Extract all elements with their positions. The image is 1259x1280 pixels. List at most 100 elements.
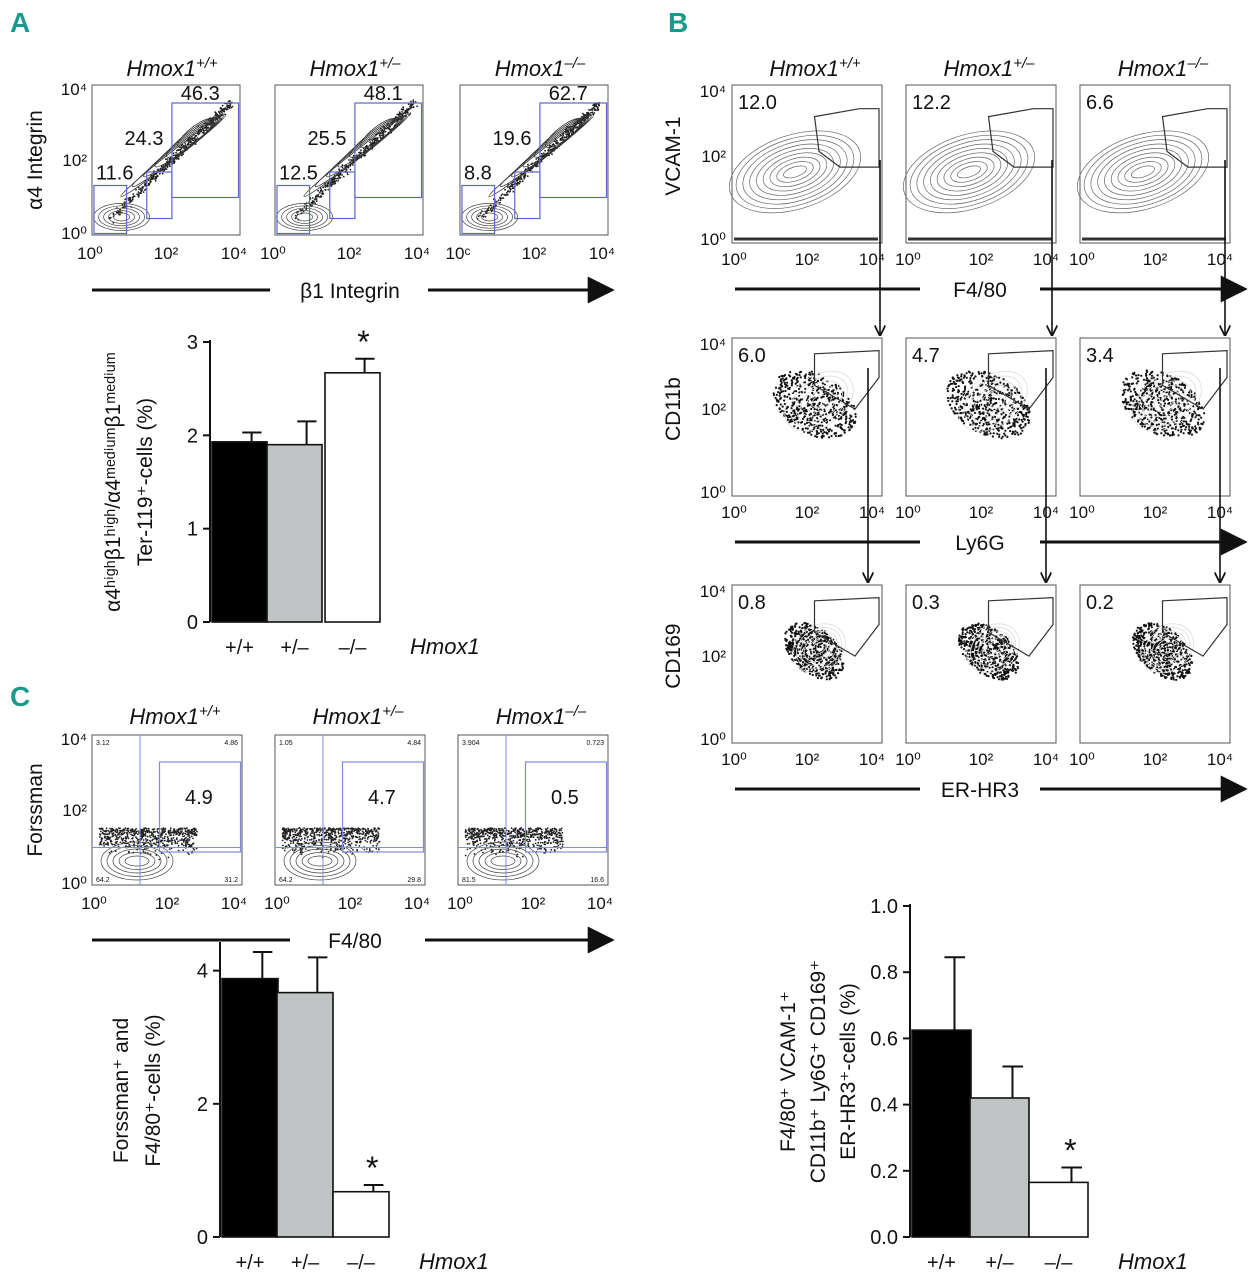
event-dot [808,665,811,669]
event-dot [387,127,390,129]
event-dot [1001,421,1004,424]
event-dot [804,373,808,376]
event-dot [984,433,987,436]
y-tick-label: 10² [62,151,87,170]
event-dot [508,185,511,188]
event-dot [979,412,982,416]
y-tick-label: 10² [701,147,726,166]
event-dot [566,135,568,138]
event-dot [165,844,168,846]
event-dot [819,415,822,418]
event-dot [845,416,848,419]
event-dot [1133,646,1136,649]
event-dot [154,850,157,852]
event-dot [830,671,834,675]
contour-line [769,156,821,187]
event-dot [803,410,806,413]
gate-value: 0.2 [1086,592,1114,614]
event-dot [205,126,208,129]
event-dot [988,658,991,661]
event-dot [832,389,835,392]
event-dot [226,108,229,111]
event-dot [810,370,813,373]
event-dot [835,404,839,407]
event-dot [139,192,142,195]
event-dot [814,435,817,438]
genotype-superscript: +/+ [839,55,861,72]
event-dot [1002,378,1005,381]
event-dot [809,373,812,376]
event-dot [789,628,792,632]
event-dot [1011,669,1014,672]
event-dot [795,397,798,400]
event-dot [980,624,983,627]
event-dot [1162,417,1166,420]
event-dot [396,113,399,116]
event-dot [318,191,321,194]
event-dot [1150,374,1154,377]
event-dot [788,374,791,377]
event-dot [1170,668,1173,671]
event-dot [955,379,958,382]
event-dot [816,417,819,420]
event-dot [131,837,134,840]
event-dot [341,166,344,169]
genotype-superscript: +/+ [196,55,218,72]
contour-line [795,380,843,423]
event-dot [1203,412,1206,415]
event-dot [799,659,802,662]
event-dot [793,425,796,428]
event-dot [962,402,965,405]
contour-line [291,210,318,224]
event-dot [219,107,222,109]
event-dot [1195,431,1198,434]
event-dot [408,107,410,110]
event-dot [995,392,998,395]
event-dot [810,418,813,422]
event-dot [805,623,808,627]
event-dot [226,104,229,107]
contour-line [776,161,814,183]
event-dot [821,396,824,399]
event-dot [1014,671,1017,674]
genotype-superscript: +/+ [199,703,221,720]
event-dot [1014,668,1017,671]
contour-line [471,207,508,227]
event-dot [847,401,850,404]
event-dot [1125,401,1128,404]
x-tick-label: 10⁴ [1033,250,1059,269]
event-dot [972,421,975,424]
event-dot [1131,376,1134,379]
event-dot [412,99,415,101]
event-dot [1176,675,1179,678]
event-dot [783,399,786,402]
event-dot [826,647,829,650]
event-dot [369,141,372,144]
event-dot [798,387,801,391]
event-dot [835,387,838,390]
event-dot [986,402,989,405]
event-dot [1156,623,1159,626]
event-dot [1184,420,1188,423]
event-dot [792,402,796,405]
event-dot [311,200,314,203]
event-dot [813,402,816,405]
event-dot [790,649,793,652]
event-dot [410,100,412,103]
event-dot [797,630,800,634]
event-dot [821,424,824,427]
event-dot [785,648,789,652]
event-dot [827,674,830,677]
event-dot [1155,656,1158,659]
event-dot [1003,647,1007,650]
event-dot [1141,635,1144,638]
event-dot [1194,416,1197,419]
y-tick-label: 10⁰ [61,224,87,243]
contour-line [943,156,995,187]
event-dot [299,208,302,211]
event-dot [851,419,855,422]
gate-value-low: 11.6 [96,163,133,185]
event-dot [1164,432,1167,435]
event-dot [182,844,185,847]
event-dot [496,200,498,203]
